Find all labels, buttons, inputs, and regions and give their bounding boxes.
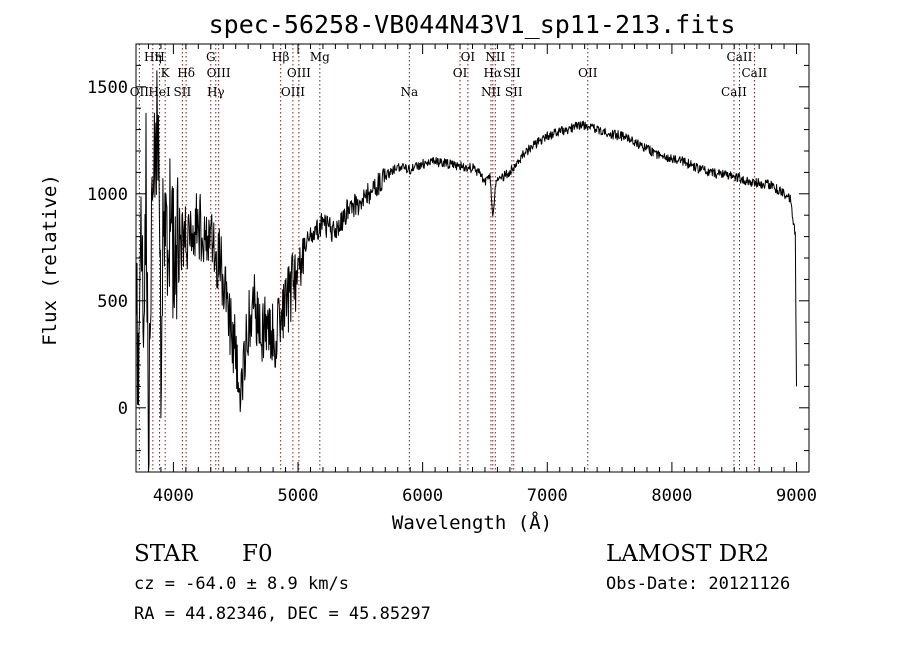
- marker-label: Hβ: [272, 50, 289, 64]
- marker-label: K: [161, 66, 171, 80]
- marker-label: OIII: [287, 66, 311, 80]
- y-axis-label: Flux (relative): [39, 174, 61, 346]
- marker-label: HeI: [148, 85, 171, 99]
- marker-label: Hα: [484, 66, 503, 80]
- marker-label: SII: [174, 85, 192, 99]
- marker-label: OII: [578, 66, 598, 80]
- marker-label: Hη: [144, 50, 162, 64]
- y-tick-label: 500: [97, 292, 128, 312]
- y-tick-label: 1500: [87, 78, 128, 98]
- marker-label: OI: [461, 50, 476, 64]
- marker-label: Mg: [310, 50, 330, 64]
- y-tick-label: 0: [118, 399, 128, 419]
- obs-date-text: Obs-Date: 20121126: [606, 574, 790, 594]
- marker-label: CaII: [721, 85, 747, 99]
- y-axis-ticks: 0 500 1000 1500: [87, 43, 809, 473]
- x-tick-label: 5000: [278, 486, 319, 506]
- chart-title: spec-56258-VB044N43V1_sp11-213.fits: [209, 10, 736, 39]
- marker-label: Hδ: [177, 66, 195, 80]
- marker-label: Na: [400, 85, 418, 99]
- marker-label: SII: [505, 85, 523, 99]
- emission-line-markers: [138, 44, 755, 472]
- x-tick-label: 4000: [153, 486, 194, 506]
- x-tick-label: 6000: [402, 486, 443, 506]
- marker-label: CaII: [741, 66, 767, 80]
- object-class: STAR: [134, 541, 198, 567]
- marker-label: OIII: [207, 66, 231, 80]
- survey-name: LAMOST DR2: [606, 541, 769, 567]
- x-axis-ticks: 4000 5000 6000 7000 8000 9000: [135, 44, 817, 506]
- marker-label: G: [206, 50, 216, 64]
- marker-label: CaII: [727, 50, 753, 64]
- marker-label: OII: [130, 85, 150, 99]
- emission-line-labels: OIIHηHHeIKSIIHδGHγOIIIHβOIIIOIIIMgNaOIOI…: [130, 50, 768, 99]
- object-subclass: F0: [242, 541, 273, 567]
- coordinates-text: RA = 44.82346, DEC = 45.85297: [134, 604, 431, 624]
- x-tick-label: 7000: [527, 486, 568, 506]
- marker-label: SII: [503, 66, 521, 80]
- y-tick-label: 1000: [87, 185, 128, 205]
- x-tick-label: 8000: [651, 486, 692, 506]
- x-tick-label: 9000: [776, 486, 817, 506]
- marker-label: OI: [453, 66, 468, 80]
- redshift-text: cz = -64.0 ± 8.9 km/s: [134, 574, 349, 594]
- marker-label: Hγ: [207, 85, 225, 99]
- x-axis-label: Wavelength (Å): [392, 511, 552, 534]
- marker-label: NII: [481, 85, 501, 99]
- marker-label: NII: [485, 50, 505, 64]
- marker-label: OIII: [281, 85, 305, 99]
- marker-label: H: [154, 50, 164, 64]
- spectrum-line: [135, 70, 797, 473]
